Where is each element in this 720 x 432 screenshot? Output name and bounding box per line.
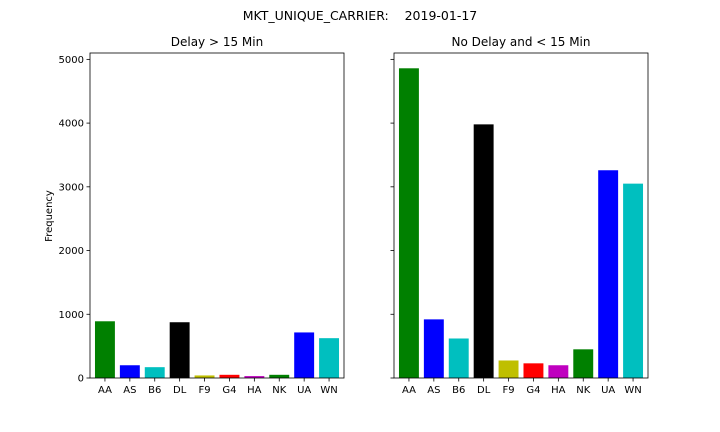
left-chart-xtick-label-dl: DL: [173, 385, 187, 396]
right-chart-bar-nk: [573, 349, 594, 378]
right-chart-frame: [393, 52, 649, 379]
right-chart-xtick-label-b6: B6: [452, 385, 465, 396]
left-chart-x-axis: AA AS B6 DL F9 G4 HA NK UA WN: [98, 378, 338, 396]
left-chart-ytick-label-5000: 5000: [59, 55, 84, 66]
left-chart-frame: [89, 52, 345, 379]
right-chart-xtick-label-as: AS: [427, 385, 440, 396]
left-chart-bar-f9: [194, 375, 215, 378]
left-chart-xtick-label-g4: G4: [222, 385, 236, 396]
right-chart-bar-ua: [598, 170, 619, 378]
right-chart-y-axis: [390, 58, 394, 379]
left-chart-ylabel: Frequency: [44, 190, 55, 242]
right-chart-xtick-label-f9: F9: [502, 385, 514, 396]
right-chart-bar-g4: [523, 363, 544, 378]
left-chart-ytick-label-0: 0: [78, 374, 84, 385]
right-chart-bar-dl: [473, 124, 494, 379]
left-chart-title: Delay > 15 Min: [171, 35, 263, 49]
right-chart-xtick-label-aa: AA: [402, 385, 416, 396]
left-chart-xtick-label-ua: UA: [297, 385, 311, 396]
left-chart: Delay > 15 Min Frequency 0 1000 2000 3000 40…: [44, 35, 345, 396]
left-chart-ytick-label-4000: 4000: [59, 119, 84, 130]
left-chart-xtick-label-aa: AA: [98, 385, 112, 396]
right-chart-xtick-label-wn: WN: [624, 385, 641, 396]
right-chart-xtick-label-ha: HA: [551, 385, 566, 396]
right-chart-x-axis: AA AS B6 DL F9 G4 HA NK UA WN: [402, 378, 642, 396]
right-chart-bar-f9: [498, 360, 519, 378]
left-chart-bar-ua: [294, 332, 315, 378]
left-chart-bar-wn: [319, 338, 340, 378]
right-chart-bar-as: [423, 319, 444, 378]
right-chart-title: No Delay and < 15 Min: [452, 35, 591, 49]
left-chart-bar-nk: [269, 374, 290, 378]
right-chart-xtick-label-nk: NK: [576, 385, 590, 396]
right-chart-bar-b6: [448, 338, 469, 378]
left-chart-xtick-label-f9: F9: [198, 385, 210, 396]
left-chart-bar-b6: [144, 367, 165, 378]
left-chart-xtick-label-as: AS: [123, 385, 136, 396]
left-chart-xtick-label-b6: B6: [148, 385, 161, 396]
left-chart-ytick-label-1000: 1000: [59, 310, 84, 321]
right-chart: No Delay and < 15 Min AA AS B6 DL F9 G4 HA NK UA…: [390, 35, 649, 396]
left-chart-bar-ha: [244, 376, 265, 378]
left-chart-bars: [94, 321, 340, 378]
right-chart-bar-aa: [398, 68, 419, 378]
left-chart-y-axis: 0 1000 2000 3000 4000 5000: [59, 55, 90, 385]
right-chart-bar-ha: [548, 365, 569, 378]
left-chart-xtick-label-nk: NK: [272, 385, 286, 396]
left-chart-bar-g4: [219, 374, 240, 378]
right-chart-xtick-label-dl: DL: [477, 385, 491, 396]
right-chart-xtick-label-g4: G4: [526, 385, 540, 396]
left-chart-xtick-label-wn: WN: [320, 385, 337, 396]
left-chart-bar-dl: [169, 322, 190, 378]
right-chart-bars: [398, 68, 644, 379]
left-chart-ytick-label-3000: 3000: [59, 182, 84, 193]
figure-suptitle: MKT_UNIQUE_CARRIER: 2019-01-17: [243, 8, 478, 23]
right-chart-bar-wn: [623, 183, 644, 378]
left-chart-bar-as: [119, 365, 140, 378]
right-chart-xtick-label-ua: UA: [601, 385, 615, 396]
left-chart-ytick-label-2000: 2000: [59, 246, 84, 257]
left-chart-bar-aa: [94, 321, 115, 378]
left-chart-xtick-label-ha: HA: [247, 385, 262, 396]
